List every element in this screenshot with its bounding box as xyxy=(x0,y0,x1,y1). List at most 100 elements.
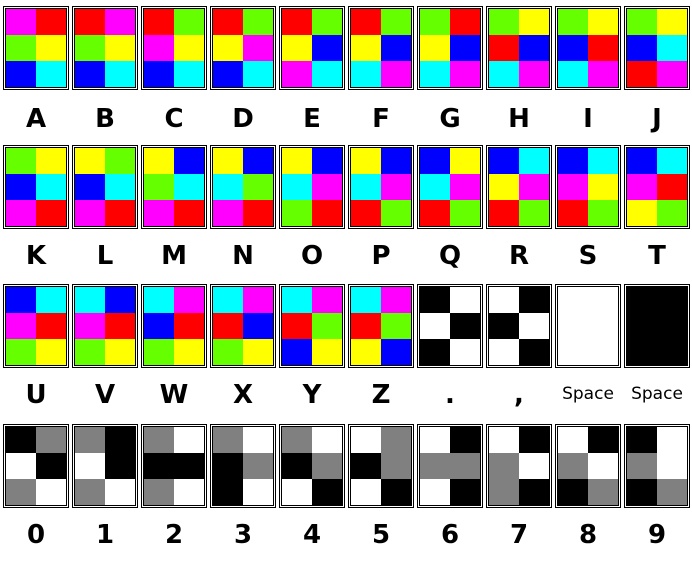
color-cell xyxy=(213,287,243,313)
color-cell xyxy=(558,453,588,479)
card-grid xyxy=(5,286,67,366)
symbol-label: W xyxy=(159,380,189,410)
color-cell xyxy=(588,287,618,313)
color-cell xyxy=(381,479,411,505)
color-cell xyxy=(420,174,450,200)
symbol-card xyxy=(72,424,138,508)
color-cell xyxy=(6,287,36,313)
color-cell xyxy=(519,174,549,200)
card-grid xyxy=(212,286,274,366)
color-cell xyxy=(243,148,273,174)
color-cell xyxy=(657,148,687,174)
color-cell xyxy=(105,287,135,313)
color-cell xyxy=(6,174,36,200)
color-cell xyxy=(351,453,381,479)
color-cell xyxy=(489,287,519,313)
color-cell xyxy=(144,339,174,365)
symbol-label: Space xyxy=(631,384,683,404)
card-grid xyxy=(419,8,481,88)
color-cell xyxy=(351,148,381,174)
color-cell xyxy=(351,200,381,226)
color-cell xyxy=(519,287,549,313)
color-cell xyxy=(420,427,450,453)
color-cell xyxy=(36,427,66,453)
symbol-label: P xyxy=(371,241,391,271)
color-cell xyxy=(243,174,273,200)
card-grid xyxy=(74,147,136,227)
color-cell xyxy=(174,148,204,174)
card-grid xyxy=(488,286,550,366)
card-grid xyxy=(74,426,136,506)
symbol-label: O xyxy=(300,241,324,271)
symbol-card xyxy=(279,6,345,90)
color-cell xyxy=(282,427,312,453)
color-cell xyxy=(558,35,588,61)
color-cell xyxy=(243,339,273,365)
color-cell xyxy=(420,148,450,174)
symbol-label: F xyxy=(372,104,390,134)
color-cell xyxy=(174,453,204,479)
color-cell xyxy=(381,339,411,365)
symbol-label: Space xyxy=(562,384,614,404)
color-cell xyxy=(144,479,174,505)
color-cell xyxy=(213,339,243,365)
color-cell xyxy=(381,427,411,453)
color-cell xyxy=(174,339,204,365)
color-cell xyxy=(282,200,312,226)
color-cell xyxy=(558,9,588,35)
symbol-card xyxy=(417,284,483,368)
color-cell xyxy=(627,313,657,339)
symbol-label: D xyxy=(232,104,254,134)
color-cell xyxy=(312,35,342,61)
symbol-card xyxy=(486,424,552,508)
symbol-label: M xyxy=(161,241,187,271)
color-cell xyxy=(420,453,450,479)
symbol-card xyxy=(348,284,414,368)
color-cell xyxy=(213,479,243,505)
color-cell xyxy=(6,479,36,505)
color-cell xyxy=(420,339,450,365)
color-cell xyxy=(6,339,36,365)
color-cell xyxy=(558,148,588,174)
symbol-card xyxy=(486,284,552,368)
color-cell xyxy=(489,148,519,174)
color-cell xyxy=(105,148,135,174)
symbol-card xyxy=(279,284,345,368)
color-cell xyxy=(381,174,411,200)
symbol-label: C xyxy=(164,104,184,134)
color-cell xyxy=(36,148,66,174)
color-cell xyxy=(450,61,480,87)
card-grid xyxy=(419,147,481,227)
color-cell xyxy=(105,313,135,339)
color-cell xyxy=(243,287,273,313)
symbol-label: 5 xyxy=(371,520,391,550)
color-cell xyxy=(558,61,588,87)
color-cell xyxy=(450,339,480,365)
symbol-card xyxy=(141,145,207,229)
color-cell xyxy=(450,174,480,200)
color-cell xyxy=(75,148,105,174)
color-cell xyxy=(558,479,588,505)
color-cell xyxy=(6,427,36,453)
color-cell xyxy=(144,148,174,174)
color-cell xyxy=(174,313,204,339)
symbol-label: Z xyxy=(371,380,391,410)
color-cell xyxy=(588,35,618,61)
color-cell xyxy=(381,287,411,313)
card-grid xyxy=(143,286,205,366)
color-cell xyxy=(420,200,450,226)
color-cell xyxy=(105,453,135,479)
symbol-card xyxy=(555,424,621,508)
color-cell xyxy=(420,287,450,313)
color-cell xyxy=(75,453,105,479)
color-cell xyxy=(657,61,687,87)
color-cell xyxy=(558,339,588,365)
color-cell xyxy=(627,174,657,200)
color-cell xyxy=(282,313,312,339)
color-cell xyxy=(213,9,243,35)
color-cell xyxy=(36,9,66,35)
color-cell xyxy=(627,453,657,479)
color-cell xyxy=(144,427,174,453)
color-cell xyxy=(588,61,618,87)
symbol-label: 0 xyxy=(26,520,46,550)
